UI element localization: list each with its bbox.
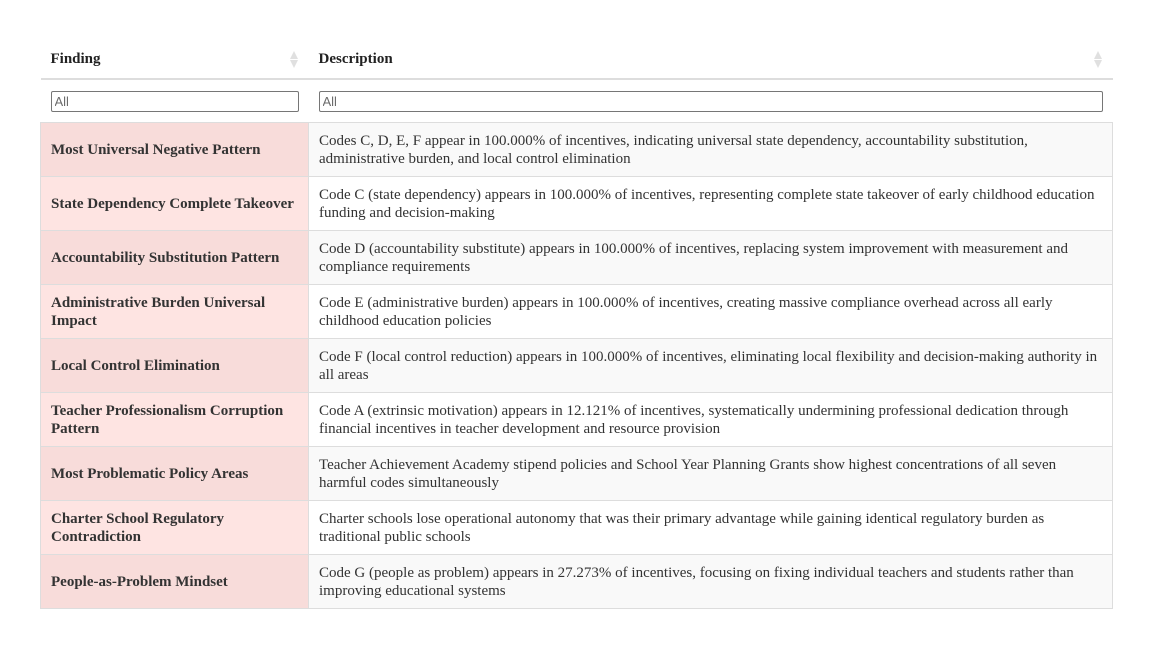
finding-cell: Most Universal Negative Pattern: [40, 122, 309, 177]
findings-table-container: Finding Description Most Universal Negat…: [40, 40, 1113, 609]
finding-cell: Teacher Professionalism Corruption Patte…: [40, 392, 309, 447]
table-row: Most Universal Negative Pattern Codes C,…: [40, 122, 1113, 177]
table-row: Local Control Elimination Code F (local …: [40, 338, 1113, 393]
description-cell: Code A (extrinsic motivation) appears in…: [308, 392, 1113, 447]
table-header: Finding Description: [40, 40, 1113, 80]
table-row: Administrative Burden Universal Impact C…: [40, 284, 1113, 339]
finding-cell: Charter School Regulatory Contradiction: [40, 500, 309, 555]
description-filter-input[interactable]: [318, 90, 1103, 112]
finding-filter-input[interactable]: [50, 90, 299, 112]
description-cell: Code D (accountability substitute) appea…: [308, 230, 1113, 285]
findings-table: Finding Description Most Universal Negat…: [40, 40, 1113, 609]
description-cell: Code F (local control reduction) appears…: [308, 338, 1113, 393]
column-header-finding[interactable]: Finding: [40, 40, 309, 80]
table-body: Most Universal Negative Pattern Codes C,…: [40, 122, 1113, 609]
finding-cell: People-as-Problem Mindset: [40, 554, 309, 609]
table-row: Charter School Regulatory Contradiction …: [40, 500, 1113, 555]
table-row: State Dependency Complete Takeover Code …: [40, 176, 1113, 231]
description-cell: Code C (state dependency) appears in 100…: [308, 176, 1113, 231]
finding-cell: Most Problematic Policy Areas: [40, 446, 309, 501]
finding-cell: State Dependency Complete Takeover: [40, 176, 309, 231]
table-row: Accountability Substitution Pattern Code…: [40, 230, 1113, 285]
description-cell: Code G (people as problem) appears in 27…: [308, 554, 1113, 609]
table-row: Most Problematic Policy Areas Teacher Ac…: [40, 446, 1113, 501]
finding-cell: Local Control Elimination: [40, 338, 309, 393]
column-header-description[interactable]: Description: [308, 40, 1113, 80]
table-row: Teacher Professionalism Corruption Patte…: [40, 392, 1113, 447]
table-row: People-as-Problem Mindset Code G (people…: [40, 554, 1113, 609]
sort-icon[interactable]: [289, 50, 299, 68]
column-header-label: Description: [318, 50, 393, 67]
description-cell: Teacher Achievement Academy stipend poli…: [308, 446, 1113, 501]
column-header-label: Finding: [50, 50, 101, 67]
description-cell: Code E (administrative burden) appears i…: [308, 284, 1113, 339]
filter-row: [41, 79, 1113, 123]
finding-cell: Accountability Substitution Pattern: [40, 230, 309, 285]
description-cell: Codes C, D, E, F appear in 100.000% of i…: [308, 122, 1113, 177]
sort-icon[interactable]: [1093, 50, 1103, 68]
finding-cell: Administrative Burden Universal Impact: [40, 284, 309, 339]
description-cell: Charter schools lose operational autonom…: [308, 500, 1113, 555]
